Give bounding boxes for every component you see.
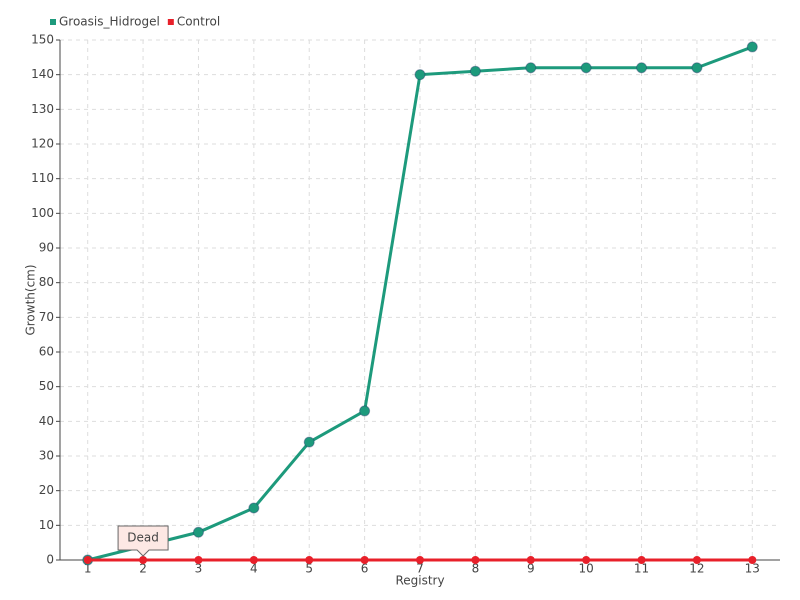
data-point — [303, 436, 315, 448]
data-point — [248, 502, 260, 514]
data-point — [525, 62, 537, 74]
x-tick-label: 6 — [361, 562, 369, 576]
y-tick-label: 130 — [31, 102, 54, 116]
data-point — [360, 556, 369, 564]
x-tick-label: 1 — [84, 562, 92, 576]
y-tick-label: 30 — [39, 449, 54, 463]
data-point — [414, 69, 426, 81]
data-point — [691, 62, 703, 74]
y-tick-label: 40 — [39, 414, 54, 428]
annotation-text: Dead — [127, 531, 159, 545]
x-axis-label: Registry — [395, 574, 444, 588]
y-tick-label: 50 — [39, 379, 54, 393]
data-point — [469, 65, 481, 77]
x-tick-label: 9 — [527, 562, 535, 576]
data-point — [192, 526, 204, 538]
y-tick-label: 100 — [31, 206, 54, 220]
y-tick-label: 120 — [31, 137, 54, 151]
x-tick-label: 5 — [305, 562, 313, 576]
annotation-box — [117, 525, 169, 557]
legend-label: Groasis_Hidrogel — [59, 15, 160, 29]
x-tick-label: 10 — [579, 562, 594, 576]
data-point — [249, 556, 258, 564]
y-tick-label: 70 — [39, 310, 54, 324]
y-axis-label: Growth(cm) — [24, 264, 38, 335]
data-point — [746, 41, 758, 53]
legend-label: Control — [177, 15, 220, 29]
y-tick-label: 80 — [39, 275, 54, 289]
x-tick-label: 7 — [416, 562, 424, 576]
x-tick-label: 3 — [195, 562, 203, 576]
data-point — [748, 556, 757, 564]
y-tick-label: 110 — [31, 171, 54, 185]
annotation: Dead — [117, 525, 169, 557]
y-tick-label: 60 — [39, 345, 54, 359]
x-tick-label: 2 — [139, 562, 147, 576]
data-point — [526, 556, 535, 564]
data-point — [637, 556, 646, 564]
y-tick-label: 150 — [31, 33, 54, 47]
y-tick-label: 20 — [39, 483, 54, 497]
x-tick-label: 12 — [689, 562, 704, 576]
x-tick-label: 4 — [250, 562, 258, 576]
data-point — [636, 62, 648, 74]
x-tick-label: 11 — [634, 562, 649, 576]
data-point — [359, 405, 371, 417]
legend-swatch — [50, 19, 56, 25]
y-tick-label: 140 — [31, 67, 54, 81]
data-point — [580, 62, 592, 74]
data-point — [582, 556, 591, 564]
data-point — [471, 556, 480, 564]
data-point — [305, 556, 314, 564]
data-point — [194, 556, 203, 564]
data-point — [692, 556, 701, 564]
data-point — [416, 556, 424, 564]
x-tick-label: 13 — [745, 562, 760, 576]
y-tick-label: 90 — [39, 241, 54, 255]
y-tick-label: 0 — [46, 553, 54, 567]
data-point — [83, 556, 92, 564]
x-tick-label: 8 — [472, 562, 480, 576]
y-tick-label: 10 — [39, 518, 54, 532]
legend-swatch — [167, 19, 174, 25]
data-point — [139, 556, 148, 564]
